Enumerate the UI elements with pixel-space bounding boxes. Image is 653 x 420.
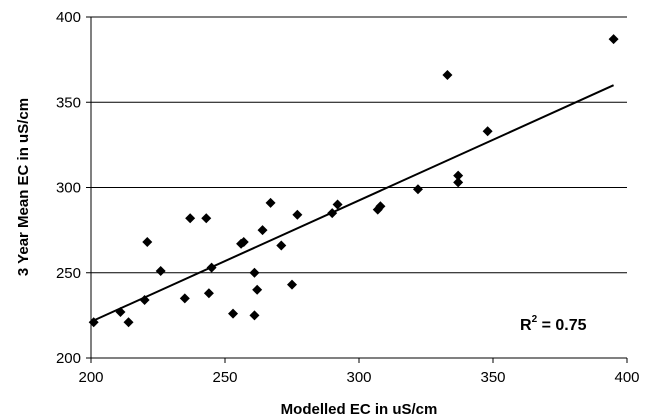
y-tick-label: 350 [56, 94, 81, 111]
trendline-group [93, 84, 615, 322]
data-point [142, 237, 153, 248]
data-point [203, 288, 214, 299]
x-tick-label: 200 [78, 369, 103, 386]
data-point [608, 34, 619, 45]
r-squared-value: = 0.75 [537, 317, 586, 334]
data-point [375, 201, 386, 212]
r-squared-superscript: 2 [532, 314, 538, 325]
data-point [265, 197, 276, 208]
y-tick-label: 400 [56, 9, 81, 26]
r-squared-base: R [520, 317, 532, 334]
data-point [88, 317, 99, 328]
trendline [93, 84, 615, 322]
data-point [327, 208, 338, 219]
tick-labels: 200 250 300 350 400 200 250 300 350 400 [56, 9, 640, 386]
data-point [155, 266, 166, 277]
data-point [115, 306, 126, 317]
x-tick-label: 250 [212, 369, 237, 386]
data-point [332, 199, 343, 210]
data-point [412, 184, 423, 195]
data-point [453, 177, 464, 188]
r-squared-annotation: R2 = 0.75 [520, 314, 587, 334]
y-tick-label: 250 [56, 265, 81, 282]
y-tick-label: 300 [56, 180, 81, 197]
data-point [201, 213, 212, 224]
x-tick-label: 350 [480, 369, 505, 386]
x-tick-label: 400 [614, 369, 639, 386]
data-point [453, 170, 464, 181]
data-point [482, 126, 493, 137]
data-point [179, 293, 190, 304]
x-axis-title: Modelled EC in uS/cm [281, 401, 438, 418]
data-point [123, 317, 134, 328]
gridlines [91, 16, 627, 274]
data-point [139, 295, 150, 306]
data-point [249, 267, 260, 278]
y-axis-title: 3 Year Mean EC in uS/cm [15, 98, 32, 276]
y-tick-label: 200 [56, 350, 81, 367]
data-point [206, 262, 217, 273]
data-point [287, 279, 297, 290]
data-point [249, 310, 260, 321]
data-points [88, 34, 619, 328]
data-point [276, 240, 287, 251]
data-point [185, 213, 196, 224]
data-point [292, 209, 303, 220]
data-point [238, 237, 249, 248]
data-point [257, 225, 268, 236]
x-tick-label: 300 [346, 369, 371, 386]
data-point [442, 69, 453, 80]
data-point [228, 308, 239, 319]
data-point [252, 284, 263, 295]
